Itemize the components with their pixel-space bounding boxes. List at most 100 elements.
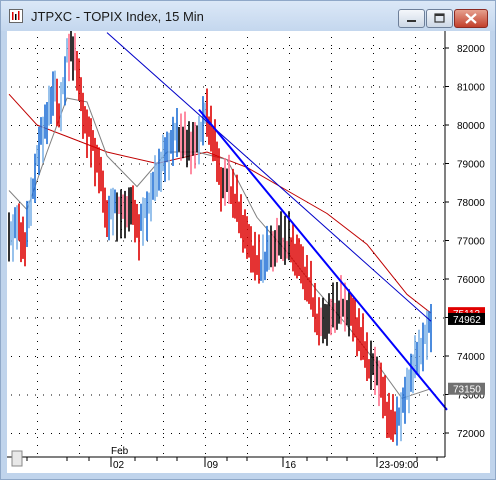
grid-dot <box>51 48 52 49</box>
grid-dot <box>121 141 122 142</box>
scroll-handle[interactable] <box>11 450 23 467</box>
grid-dot <box>307 48 308 49</box>
grid-dot <box>289 373 290 374</box>
grid-dot <box>91 394 92 396</box>
grid-dot <box>259 356 260 357</box>
grid-dot <box>247 277 248 278</box>
grid-dot <box>415 69 416 70</box>
grid-dot <box>373 405 374 406</box>
grid-dot <box>331 197 332 198</box>
grid-dot <box>387 240 388 242</box>
grid-dot <box>195 394 196 396</box>
grid-dot <box>35 433 36 434</box>
grid-dot <box>123 163 124 165</box>
grid-dot <box>331 245 332 246</box>
grid-dot <box>115 240 116 242</box>
grid-dot <box>373 77 374 78</box>
grid-dot <box>79 53 80 54</box>
grid-dot <box>121 77 122 78</box>
grid-dot <box>289 157 290 158</box>
grid-dot <box>163 437 164 438</box>
grid-dot <box>205 133 206 134</box>
grid-dot <box>323 240 324 242</box>
grid-dot <box>67 394 68 396</box>
grid-dot <box>205 37 206 38</box>
grid-dot <box>415 93 416 94</box>
grid-dot <box>121 317 122 318</box>
grid-dot <box>387 125 388 126</box>
grid-dot <box>331 341 332 342</box>
grid-dot <box>79 445 80 446</box>
trendline-2[interactable] <box>198 108 448 411</box>
grid-dot <box>373 453 374 454</box>
grid-dot <box>179 86 180 88</box>
grid-dot <box>289 53 290 54</box>
grid-dot <box>307 394 308 396</box>
y-tick-label: 78000 <box>457 198 485 209</box>
grid-dot <box>435 202 436 203</box>
grid-dot <box>379 356 380 357</box>
grid-dot <box>121 357 122 358</box>
grid-dot <box>123 125 124 126</box>
grid-dot <box>51 202 52 203</box>
price-chart[interactable]: 8200081000800007900078000770007600075000… <box>7 31 490 473</box>
minimize-button[interactable] <box>398 9 425 28</box>
grid-dot <box>331 229 332 230</box>
grid-dot <box>315 240 316 242</box>
grid-dot <box>131 433 132 434</box>
grid-dot <box>373 237 374 238</box>
grid-dot <box>347 356 348 357</box>
grid-dot <box>37 277 38 278</box>
close-button[interactable] <box>454 9 488 28</box>
grid-dot <box>205 277 206 278</box>
grid-dot <box>379 240 380 242</box>
grid-dot <box>379 86 380 88</box>
grid-dot <box>373 301 374 302</box>
grid-dot <box>35 394 36 396</box>
maximize-button[interactable] <box>426 9 453 28</box>
grid-dot <box>37 221 38 222</box>
trendline-1[interactable] <box>106 32 432 322</box>
grid-dot <box>331 48 332 49</box>
grid-dot <box>247 173 248 174</box>
grid-dot <box>299 125 300 126</box>
grid-dot <box>289 325 290 326</box>
grid-dot <box>147 394 148 396</box>
grid-dot <box>247 165 248 166</box>
grid-dot <box>363 279 364 280</box>
grid-dot <box>59 240 60 242</box>
grid-dot <box>247 205 248 206</box>
grid-dot <box>51 356 52 357</box>
grid-dot <box>147 86 148 88</box>
grid-dot <box>415 437 416 438</box>
grid-dot <box>283 433 284 434</box>
grid-dot <box>121 269 122 270</box>
grid-dot <box>299 86 300 88</box>
grid-dot <box>443 394 444 396</box>
chart-area[interactable]: 8200081000800007900078000770007600075000… <box>7 31 490 473</box>
title-bar[interactable]: JTPXC - TOPIX Index, 15 Min <box>1 1 495 31</box>
grid-dot <box>187 394 188 396</box>
grid-dot <box>289 413 290 414</box>
grid-dot <box>435 240 436 242</box>
grid-dot <box>195 240 196 242</box>
grid-dot <box>267 125 268 126</box>
grid-dot <box>171 433 172 434</box>
grid-dot <box>395 202 396 203</box>
grid-dot <box>331 357 332 358</box>
grid-dot <box>115 356 116 357</box>
grid-dot <box>107 240 108 242</box>
grid-dot <box>415 77 416 78</box>
grid-dot <box>289 85 290 86</box>
grid-dot <box>395 48 396 49</box>
grid-dot <box>27 279 28 280</box>
grid-dot <box>347 433 348 434</box>
grid-dot <box>79 341 80 342</box>
grid-dot <box>121 125 122 126</box>
grid-dot <box>331 93 332 94</box>
grid-dot <box>37 453 38 454</box>
grid-dot <box>331 293 332 294</box>
grid-dot <box>163 237 164 238</box>
grid-dot <box>289 165 290 166</box>
